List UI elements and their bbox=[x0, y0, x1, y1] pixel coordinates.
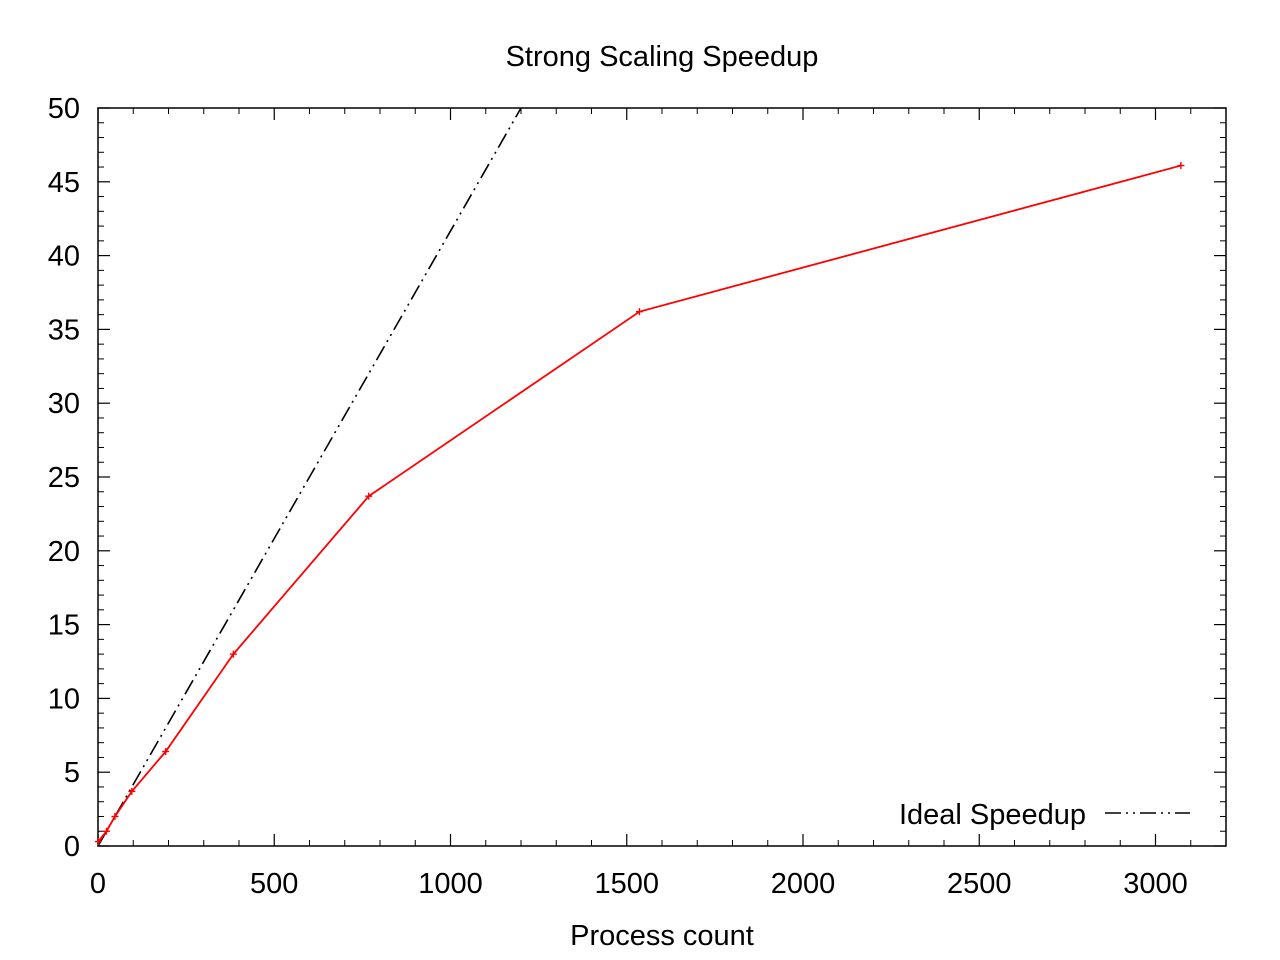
y-tick-label: 45 bbox=[48, 167, 80, 199]
y-tick-label: 10 bbox=[48, 683, 80, 715]
x-tick-label: 1000 bbox=[418, 868, 483, 900]
x-axis-ticks bbox=[97, 108, 1192, 846]
x-tick-label: 2500 bbox=[947, 868, 1012, 900]
x-tick-label: 1500 bbox=[594, 868, 659, 900]
x-tick-label: 2000 bbox=[771, 868, 836, 900]
y-tick-label: 0 bbox=[64, 831, 80, 863]
series-layer bbox=[94, 108, 1185, 846]
y-tick-label: 40 bbox=[48, 241, 80, 273]
x-tick-label: 500 bbox=[250, 868, 298, 900]
measured-speedup-line bbox=[98, 164, 1182, 843]
measured-speedup-point bbox=[635, 308, 643, 316]
measured-speedup-point bbox=[128, 787, 136, 795]
y-tick-label: 30 bbox=[48, 388, 80, 420]
y-tick-label: 20 bbox=[48, 536, 80, 568]
y-tick-label: 25 bbox=[48, 462, 80, 494]
measured-speedup-point bbox=[94, 838, 102, 846]
ideal-speedup-line bbox=[98, 108, 522, 846]
chart-title: Strong Scaling Speedup bbox=[506, 41, 819, 73]
measured-speedup-point bbox=[111, 812, 119, 820]
measured-speedup-point bbox=[365, 492, 373, 500]
y-tick-label: 5 bbox=[64, 757, 80, 789]
measured-speedup-point bbox=[229, 650, 237, 658]
y-tick-label: 35 bbox=[48, 314, 80, 346]
y-tick-label: 50 bbox=[48, 93, 80, 125]
measured-speedup-point bbox=[162, 748, 170, 756]
x-tick-label: 3000 bbox=[1123, 868, 1188, 900]
x-axis-label: Process count bbox=[570, 920, 754, 952]
plot-frame bbox=[97, 107, 1227, 847]
measured-speedup-point bbox=[1177, 162, 1185, 170]
x-axis-tick-labels: 0 500 1000 1500 2000 2500 3000 bbox=[90, 868, 1188, 900]
measured-speedup-point bbox=[102, 827, 110, 835]
y-axis-ticks bbox=[98, 107, 1226, 847]
y-axis-tick-labels: 0 5 10 15 20 25 30 35 40 45 50 bbox=[48, 93, 80, 863]
x-tick-label: 0 bbox=[90, 868, 106, 900]
legend: Ideal Speedup bbox=[899, 799, 1190, 831]
legend-label-ideal-speedup: Ideal Speedup bbox=[899, 799, 1086, 831]
y-tick-label: 15 bbox=[48, 610, 80, 642]
